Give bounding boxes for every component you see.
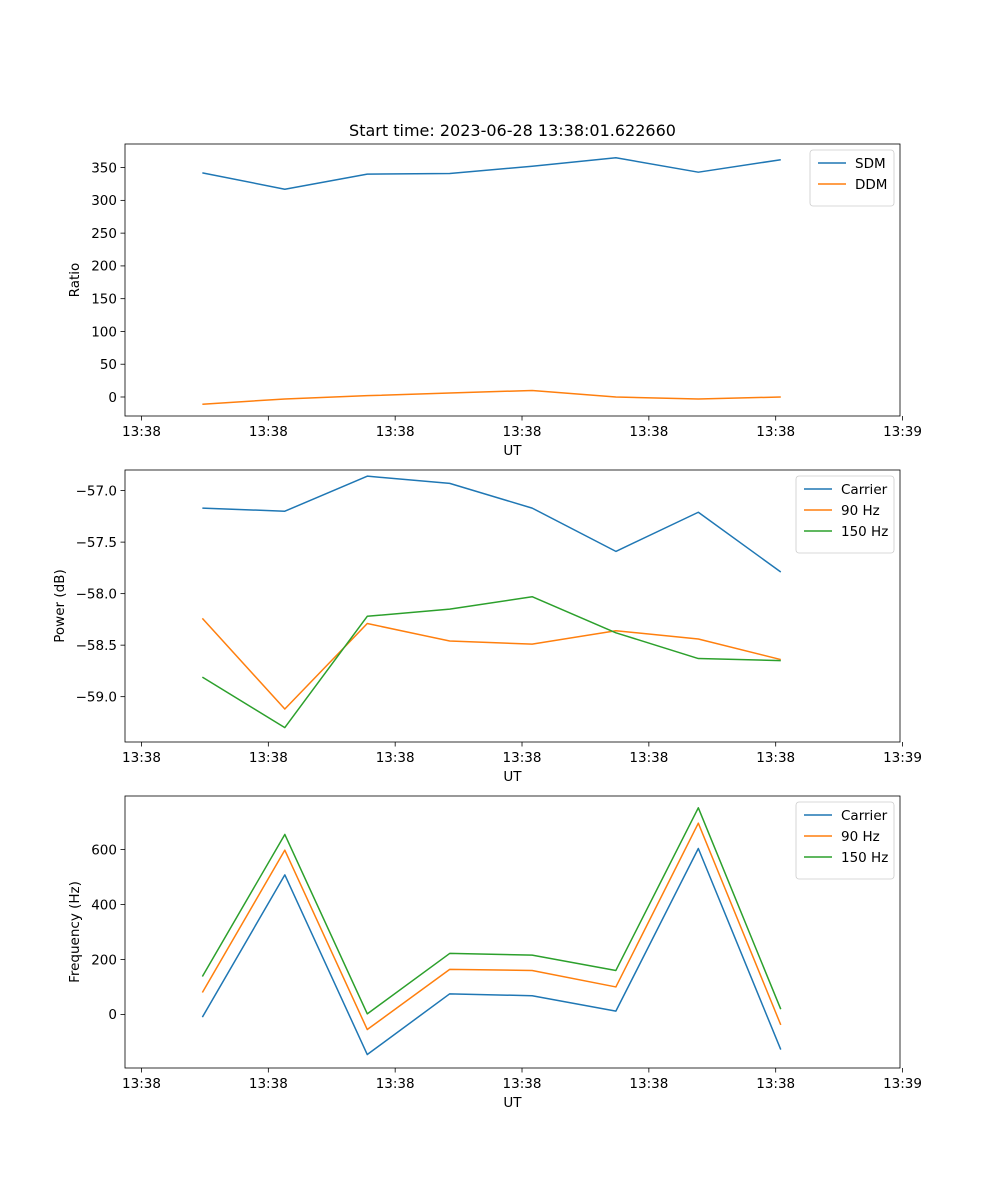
x-tick-label: 13:38 (503, 750, 542, 766)
y-tick-label: −57.0 (76, 483, 117, 499)
y-tick-label: −59.0 (76, 689, 117, 705)
x-tick-label: 13:38 (503, 1076, 542, 1092)
series-line-90-hz (201, 617, 781, 710)
y-tick-label: 100 (91, 324, 117, 340)
x-tick-label: 13:38 (249, 750, 288, 766)
series-line-150-hz (201, 807, 782, 1015)
x-tick-label: 13:38 (376, 1076, 415, 1092)
y-tick-label: 200 (91, 259, 117, 275)
series-line-ddm (202, 389, 781, 405)
y-tick-label: 250 (91, 226, 117, 242)
x-tick-label: 13:39 (883, 1076, 922, 1092)
x-tick-label: 13:39 (883, 750, 922, 766)
y-axis-label: Ratio (67, 263, 83, 298)
x-tick-label: 13:39 (883, 424, 922, 440)
y-axis-label: Frequency (Hz) (67, 881, 83, 983)
x-tick-label: 13:38 (376, 424, 415, 440)
x-tick-label: 13:38 (629, 750, 668, 766)
x-tick-label: 13:38 (122, 424, 161, 440)
y-tick-label: −58.5 (76, 638, 117, 654)
y-tick-label: 50 (100, 357, 117, 373)
x-axis-label: UT (503, 443, 522, 459)
x-tick-label: 13:38 (629, 424, 668, 440)
series-line-150-hz (201, 595, 781, 729)
chart-power: 13:38 13:38 13:38 13:38 13:38 13:38 13:39 UT −59… (52, 469, 922, 785)
y-tick-label: 600 (91, 842, 117, 858)
y-tick-label: −58.0 (76, 586, 117, 602)
chart-ratio: 13:38 13:38 13:38 13:38 13:38 13:38 13:39 UT 0 50… (67, 143, 922, 459)
axes-frame (124, 143, 901, 417)
x-tick-label: 13:38 (756, 1076, 795, 1092)
x-tick-label: 13:38 (249, 424, 288, 440)
legend-entry: Carrier (841, 808, 888, 824)
y-tick-label: 0 (108, 1007, 117, 1023)
x-tick-label: 13:38 (376, 750, 415, 766)
y-axis-label: Power (dB) (52, 569, 68, 642)
legend-entry: 90 Hz (841, 829, 880, 845)
x-tick-label: 13:38 (756, 750, 795, 766)
x-axis-label: UT (503, 1095, 522, 1111)
legend: Carrier 90 Hz 150 Hz (795, 801, 895, 880)
y-tick-label: 300 (91, 193, 117, 209)
legend-frame (795, 801, 895, 880)
y-tick-label: 200 (91, 952, 117, 968)
chart-frequency: 13:38 13:38 13:38 13:38 13:38 13:38 13:39 UT 0 20… (67, 795, 922, 1111)
x-tick-label: 13:38 (629, 1076, 668, 1092)
legend-entry: 150 Hz (841, 850, 888, 866)
series-line-90-hz (201, 822, 782, 1031)
x-tick-label: 13:38 (249, 1076, 288, 1092)
legend-frame (809, 149, 895, 207)
legend: Carrier 90 Hz 150 Hz (795, 475, 895, 554)
legend: SDM DDM (809, 149, 895, 207)
legend-entry: 150 Hz (841, 524, 888, 540)
series-line-carrier (201, 847, 782, 1056)
axes-frame (124, 795, 901, 1069)
series-line-sdm (202, 157, 781, 190)
y-tick-label: 150 (91, 291, 117, 307)
x-tick-label: 13:38 (122, 1076, 161, 1092)
series-line-carrier (202, 475, 782, 573)
y-tick-label: −57.5 (76, 535, 117, 551)
legend-entry: Carrier (841, 482, 888, 498)
x-tick-label: 13:38 (756, 424, 795, 440)
x-axis-label: UT (503, 769, 522, 785)
y-tick-label: 0 (108, 390, 117, 406)
legend-entry: 90 Hz (841, 503, 880, 519)
legend-frame (795, 475, 895, 554)
legend-entry: DDM (855, 177, 887, 193)
y-tick-label: 350 (91, 160, 117, 176)
legend-entry: SDM (855, 156, 886, 172)
figure-title: Start time: 2023-06-28 13:38:01.622660 (349, 121, 676, 140)
y-tick-label: 400 (91, 897, 117, 913)
x-tick-label: 13:38 (503, 424, 542, 440)
axes-frame (124, 469, 901, 743)
x-tick-label: 13:38 (122, 750, 161, 766)
